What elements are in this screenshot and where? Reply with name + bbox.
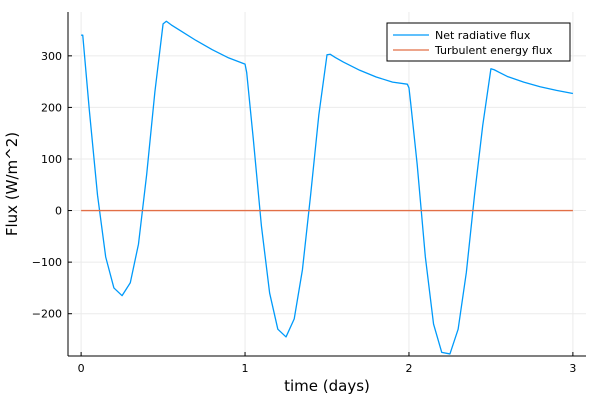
y-tick-label: −200 [32,308,62,321]
x-tick-label: 2 [405,362,412,375]
series-group [81,20,574,355]
legend-label-net-radiative: Net radiative flux [435,29,531,42]
legend-box [386,22,571,62]
axes [67,12,586,357]
x-axis-title: time (days) [284,377,370,395]
y-axis-title: Flux (W/m^2) [3,132,21,236]
legend: Net radiative flux Turbulent energy flux [386,22,571,62]
y-tick-label: 100 [41,153,62,166]
x-ticks: 0 1 2 3 [78,352,576,375]
y-tick-label: 200 [41,101,62,114]
y-tick-label: 300 [41,50,62,63]
x-tick-label: 0 [78,362,85,375]
net-radiative-flux-line [81,20,574,355]
y-tick-label: −100 [32,256,62,269]
y-ticks: −200 −100 0 100 200 300 [32,50,72,321]
y-tick-label: 0 [55,205,62,218]
x-tick-label: 1 [242,362,249,375]
x-tick-label: 3 [569,362,576,375]
legend-label-turbulent: Turbulent energy flux [434,44,553,57]
